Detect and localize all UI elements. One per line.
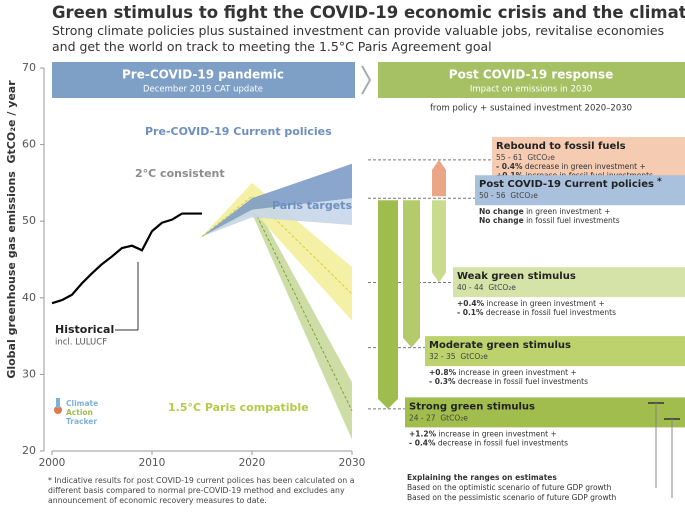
panel-banner [52,62,355,98]
scenario-name: Moderate green stimulus [429,340,571,351]
x-tick-label: 2000 [39,457,66,469]
scenario-name: Strong green stimulus [409,401,535,412]
detail-bold: - 0.4% [409,438,436,447]
band-midline [201,195,353,295]
band-label: Pre-COVID-19 Current policies [145,125,332,138]
panel-title: Pre-COVID-19 pandemic [122,68,284,82]
series-label: Historical [55,323,114,336]
y-tick-label: 40 [22,291,36,304]
x-tick-label: 2030 [339,457,366,469]
scenario-mark: * [657,177,662,187]
scenario-range: 50 - 56 GtCO₂e [479,191,538,200]
detail-text: in green investment + [524,207,611,216]
detail-bold: - 0.3% [429,377,456,386]
explanation-title: Explaining the ranges on estimates [407,473,557,482]
band-label: Paris targets [272,199,352,212]
detail-bold: No change [479,207,524,216]
scenario-box [453,267,685,298]
scenario-name: Weak green stimulus [457,271,576,282]
detail-text: increase in green investment + [484,299,605,308]
range-band [202,198,352,237]
y-tick-label: 30 [22,367,36,380]
scenario-arrow [378,200,398,409]
detail-text: decrease in green investment + [523,162,646,171]
detail-bold: - 0.1% [457,308,484,317]
scenario-name: Rebound to fossil fuels [496,141,626,152]
y-tick-label: 70 [22,61,36,74]
logo-text: Tracker [66,417,97,426]
detail-text: increase in green investment + [456,368,577,377]
scenario-detail: +0.8% increase in green investment + [429,368,577,377]
scenario-range: 24 - 27 GtCO₂e [409,413,468,422]
title: Green stimulus to fight the COVID-19 eco… [52,3,685,22]
scenario-arrow [432,159,446,197]
panel-title: Post COVID-19 response [449,68,613,82]
scenario-detail: +1.2% increase in green investment + [409,429,557,438]
footnote: * Indicative results for post COVID-19 c… [48,476,355,505]
logo-text: Climate [66,399,98,408]
logo-text: Action [66,408,93,417]
detail-bold: +0.8% [429,368,457,377]
band-midline [201,205,353,412]
scenario-detail: - 0.4% decrease in fossil fuel investmen… [409,438,568,447]
band-label: 2°C consistent [135,167,225,180]
detail-bold: +1.2% [409,429,437,438]
x-tick-label: 2020 [239,457,266,469]
scenario-detail: - 0.4% decrease in green investment + [496,162,646,171]
panel-subtitle: December 2019 CAT update [143,85,263,95]
detail-text: decrease in fossil fuel investments [436,438,569,447]
historical-line [51,212,202,305]
band-label: 1.5°C Paris compatible [168,401,309,414]
scenario-range: 40 - 44 GtCO₂e [457,283,516,292]
x-tick-label: 2010 [139,457,166,469]
detail-bold: +0.4% [457,299,485,308]
detail-text: decrease in fossil fuel investments [456,377,589,386]
scenario-detail: No change in fossil fuel investments [479,216,620,225]
scenario-box [405,397,685,428]
range-band [202,163,352,237]
scenario-detail: No change in green investment + [479,207,610,216]
series-sublabel: incl. LULUCF [55,338,107,348]
scenario-arrow [403,200,420,348]
scenario-box [425,336,685,367]
detail-text: decrease in fossil fuel investments [484,308,617,317]
scenario-range: 55 - 61 GtCO₂e [496,153,555,162]
y-tick-label: 20 [22,444,36,457]
panel-note: from policy + sustained investment 2020–… [430,104,632,114]
scenario-range: 32 - 35 GtCO₂e [429,352,488,361]
detail-bold: No change [479,216,524,225]
scenario-detail: - 0.1% decrease in fossil fuel investmen… [457,308,616,317]
panel-subtitle: Impact on emissions in 2030 [470,85,592,95]
panel-banner [378,62,685,98]
y-axis-label: Global greenhouse gas emissions GtCO₂e /… [5,80,18,379]
y-tick-label: 60 [22,138,36,151]
y-tick-label: 50 [22,214,36,227]
panel-chevron [361,65,372,95]
scenario-detail: +0.4% increase in green investment + [457,299,605,308]
scenario-arrow [432,200,446,283]
logo-icon [56,398,60,408]
detail-text: in fossil fuel investments [524,216,620,225]
range-band [202,198,352,440]
explanation-line: Based on the optimistic scenario of futu… [407,483,612,492]
detail-bold: - 0.4% [496,162,523,171]
scenario-name: Post COVID-19 Current policies * [479,177,662,191]
explanation-line: Based on the pessimistic scenario of fut… [407,493,617,502]
scenario-detail: - 0.3% decrease in fossil fuel investmen… [429,377,588,386]
scenario-box [475,175,685,206]
detail-text: increase in green investment + [436,429,557,438]
subtitle: Strong climate policies plus sustained i… [52,23,665,54]
